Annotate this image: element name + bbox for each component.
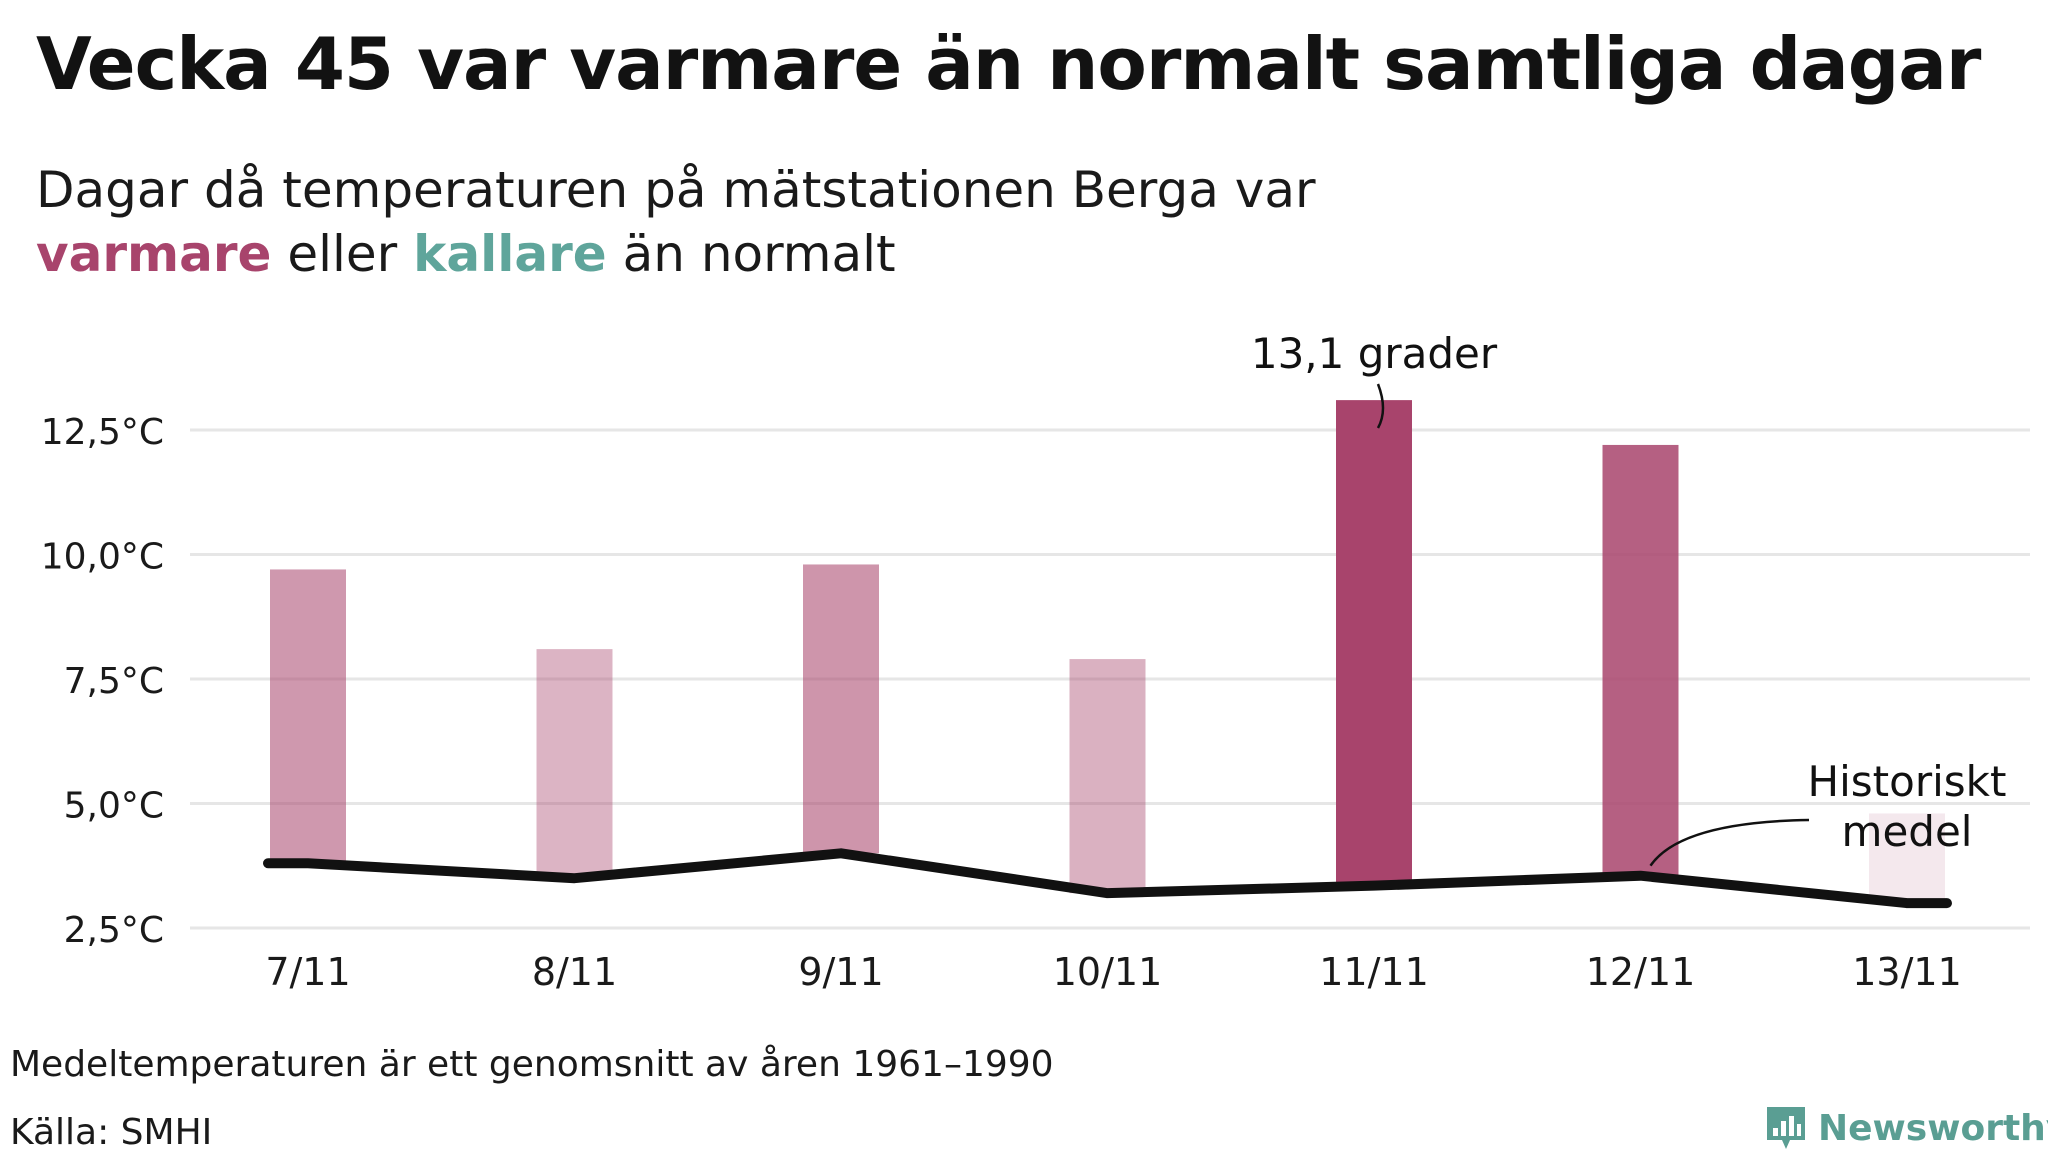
chart-subtitle: Dagar då temperaturen på mätstationen Be… xyxy=(36,158,1316,286)
average-line xyxy=(263,848,1952,909)
subtitle-cold-word: kallare xyxy=(413,225,607,283)
x-tick-label: 8/11 xyxy=(532,950,617,994)
x-tick-label: 12/11 xyxy=(1586,950,1696,994)
x-tick-label: 11/11 xyxy=(1319,950,1429,994)
subtitle-middle-word: eller xyxy=(287,225,398,283)
newsworthy-logo-icon xyxy=(1767,1107,1805,1149)
historical-average-label-pointer xyxy=(1649,818,1810,867)
y-tick-label: 10,0°C xyxy=(41,537,164,578)
temperature-chart: 2,5°C 5,0°C 7,5°C 10,0°C 12,5°C 7/11 8/11 9/11… xyxy=(41,329,2030,994)
brand-name: Newsworthy xyxy=(1818,1107,2048,1149)
y-tick-label: 12,5°C xyxy=(41,412,164,453)
footnote: Medeltemperaturen är ett genomsnitt av å… xyxy=(10,1044,1054,1085)
bar-12-11 xyxy=(1602,444,1679,876)
max-value-annotation: 13,1 grader xyxy=(1251,329,1498,378)
y-tick-label: 7,5°C xyxy=(64,661,164,702)
subtitle-end-words: än normalt xyxy=(622,225,896,283)
historical-average-label-line2: medel xyxy=(1842,807,1973,856)
x-tick-label: 13/11 xyxy=(1852,950,1962,994)
bar-11-11 xyxy=(1336,400,1412,886)
x-axis-ticks: 7/11 8/11 9/11 10/11 11/11 12/11 13/11 xyxy=(265,950,1961,994)
bar-10-11 xyxy=(1069,659,1146,894)
source-note: Källa: SMHI xyxy=(10,1112,213,1153)
y-axis-ticks: 2,5°C 5,0°C 7,5°C 10,0°C 12,5°C xyxy=(41,412,164,951)
x-tick-label: 9/11 xyxy=(798,950,883,994)
bar-8-11 xyxy=(536,649,613,879)
brand-logo: Newsworthy xyxy=(1764,1104,2048,1152)
bar-13-11 xyxy=(1869,813,1945,904)
subtitle-line-2: varmare eller kallare än normalt xyxy=(36,222,1316,286)
subtitle-line-1: Dagar då temperaturen på mätstationen Be… xyxy=(36,161,1316,219)
chart-title: Vecka 45 var varmare än normalt samtliga… xyxy=(36,22,1981,106)
bar-7-11 xyxy=(270,569,346,864)
max-value-annotation-pointer xyxy=(1376,383,1385,429)
historical-average-line xyxy=(263,848,1952,909)
subtitle-warm-word: varmare xyxy=(36,225,272,283)
historical-average-label-line1: Historiskt xyxy=(1808,757,2007,806)
x-tick-label: 10/11 xyxy=(1053,950,1163,994)
x-tick-label: 7/11 xyxy=(265,950,350,994)
grid-lines xyxy=(190,428,2030,930)
bars xyxy=(270,400,1945,904)
y-tick-label: 2,5°C xyxy=(64,910,164,951)
bar-9-11 xyxy=(803,564,879,854)
y-tick-label: 5,0°C xyxy=(64,786,164,827)
